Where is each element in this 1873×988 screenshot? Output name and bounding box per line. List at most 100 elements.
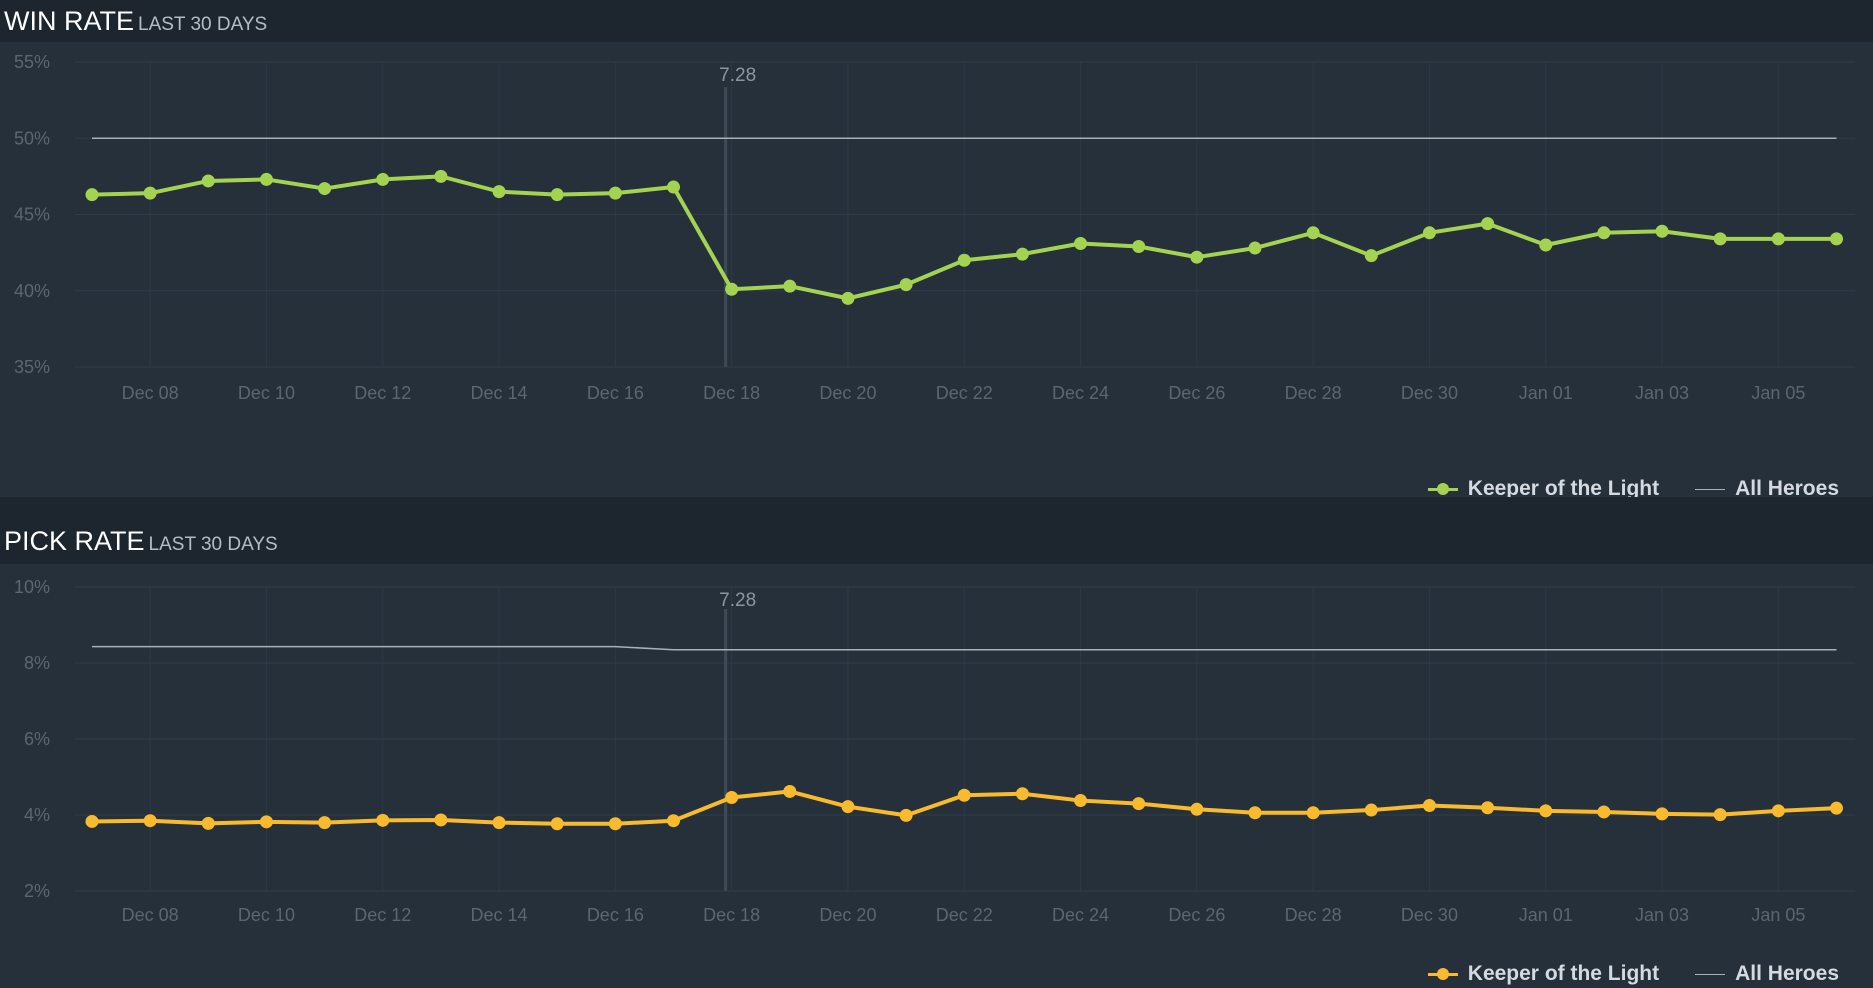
series-keeper-point <box>1074 236 1088 250</box>
series-keeper-point <box>1015 787 1029 801</box>
series-keeper-point <box>259 815 273 829</box>
x-tick-label: Jan 05 <box>1751 905 1805 925</box>
win-rate-chart-panel: 35% 40% 45% 50% 55% Dec 08 Dec 10 Dec 12 Dec 14 D… <box>0 42 1873 500</box>
patch-marker-label: 7.28 <box>719 65 756 86</box>
series-keeper-point <box>1481 801 1495 815</box>
win-rate-title: WIN RATE LAST 30 DAYS <box>4 6 267 37</box>
legend-label-all-heroes: All Heroes <box>1735 962 1839 985</box>
series-keeper-point <box>667 180 680 194</box>
series-keeper-point <box>1132 240 1146 254</box>
y-tick-label: 35% <box>14 357 50 377</box>
x-tick-label: Dec 24 <box>1052 905 1109 925</box>
series-keeper-point <box>376 172 390 186</box>
series-keeper-point <box>434 169 448 183</box>
series-keeper-point <box>899 278 913 292</box>
legend-item-all-heroes[interactable]: All Heroes <box>1695 477 1839 501</box>
legend-item-keeper[interactable]: Keeper of the Light <box>1427 477 1660 501</box>
x-tick-label: Dec 30 <box>1401 905 1458 925</box>
x-tick-label: Dec 12 <box>354 383 411 403</box>
x-tick-label: Dec 16 <box>587 383 644 403</box>
legend-label-keeper: Keeper of the Light <box>1467 962 1660 985</box>
y-tick-label: 6% <box>24 729 50 749</box>
x-tick-label: Jan 03 <box>1635 905 1689 925</box>
series-keeper-point <box>1190 250 1204 264</box>
series-keeper-point <box>608 817 622 831</box>
series-keeper-point <box>1539 238 1553 252</box>
series-keeper-point <box>1771 232 1785 246</box>
pick-rate-chart-panel: 2% 4% 6% 8% 10% Dec 08 Dec 10 Dec 12 Dec 14 Dec 1… <box>0 564 1873 988</box>
series-keeper-point <box>1830 801 1843 815</box>
legend-marker-all-heroes <box>1695 479 1726 499</box>
x-tick-label: Dec 08 <box>122 383 179 403</box>
series-keeper-point <box>1015 247 1029 261</box>
win-rate-header: WIN RATE LAST 30 DAYS <box>0 0 1873 43</box>
y-tick-label: 8% <box>24 653 50 673</box>
series-keeper-point <box>201 816 215 830</box>
series-keeper-point <box>1190 802 1204 816</box>
x-tick-label: Dec 26 <box>1168 383 1225 403</box>
pick-rate-header: PICK RATE LAST 30 DAYS <box>0 497 1873 565</box>
legend-item-keeper[interactable]: Keeper of the Light <box>1427 962 1660 986</box>
x-tick-label: Jan 03 <box>1635 383 1689 403</box>
series-keeper-point <box>550 188 564 202</box>
series-keeper-point <box>492 816 506 830</box>
series-keeper-point <box>957 788 971 802</box>
series-keeper-point <box>1132 797 1146 811</box>
series-keeper-point <box>318 816 332 830</box>
series-keeper-point <box>201 174 215 188</box>
legend-item-all-heroes[interactable]: All Heroes <box>1695 962 1839 986</box>
win-rate-legend: Keeper of the Light All Heroes <box>1427 477 1839 501</box>
win-rate-title-text: WIN RATE <box>4 6 134 36</box>
y-tick-label: 4% <box>24 805 50 825</box>
series-keeper-point <box>318 182 332 196</box>
x-tick-label: Dec 08 <box>122 905 179 925</box>
patch-marker-label: 7.28 <box>719 590 756 611</box>
legend-label-keeper: Keeper of the Light <box>1467 477 1660 500</box>
series-keeper-point <box>1364 803 1378 817</box>
series-keeper-point <box>1539 804 1553 818</box>
series-keeper-point <box>1248 806 1262 820</box>
x-tick-label: Dec 26 <box>1168 905 1225 925</box>
series-keeper-point <box>1655 224 1669 238</box>
series-keeper-point <box>1597 805 1611 819</box>
series-keeper-point <box>143 814 157 828</box>
x-tick-label: Dec 16 <box>587 905 644 925</box>
legend-marker-keeper <box>1427 479 1458 499</box>
y-tick-label: 10% <box>14 577 50 597</box>
x-tick-label: Dec 24 <box>1052 383 1109 403</box>
series-keeper-point <box>550 817 564 831</box>
series-keeper-point <box>1248 241 1262 255</box>
x-tick-label: Dec 14 <box>471 383 528 403</box>
series-keeper-point <box>492 185 506 199</box>
series-all-heroes-line <box>92 645 1837 651</box>
x-tick-label: Dec 12 <box>354 905 411 925</box>
series-keeper-point <box>899 808 913 822</box>
series-keeper-point <box>1771 804 1785 818</box>
series-keeper-point <box>1422 799 1436 812</box>
y-tick-label: 50% <box>14 128 50 148</box>
series-keeper-point <box>1713 808 1727 822</box>
series-keeper-point <box>1830 232 1843 246</box>
x-tick-label: Dec 10 <box>238 905 295 925</box>
series-keeper-point <box>1597 226 1611 240</box>
y-tick-label: 40% <box>14 281 50 301</box>
series-keeper-point <box>957 253 971 267</box>
series-keeper-point <box>841 291 855 305</box>
x-tick-label: Dec 20 <box>819 383 876 403</box>
x-tick-label: Dec 28 <box>1285 905 1342 925</box>
pick-rate-subtitle: LAST 30 DAYS <box>148 534 278 555</box>
series-keeper-point <box>725 791 739 805</box>
x-tick-label: Dec 28 <box>1285 383 1342 403</box>
series-keeper-point <box>1306 226 1320 240</box>
series-keeper-point <box>783 784 797 798</box>
series-keeper-point <box>667 814 680 828</box>
pick-rate-title-text: PICK RATE <box>4 526 145 556</box>
pick-rate-chart: 2% 4% 6% 8% 10% Dec 08 Dec 10 Dec 12 Dec 14 Dec 1… <box>14 577 1855 925</box>
win-rate-chart: 35% 40% 45% 50% 55% Dec 08 Dec 10 Dec 12 Dec 14 D… <box>14 52 1855 403</box>
series-keeper-point <box>1306 806 1320 820</box>
pick-rate-legend: Keeper of the Light All Heroes <box>1427 962 1839 986</box>
series-keeper-point <box>783 279 797 293</box>
x-tick-label: Jan 01 <box>1519 905 1573 925</box>
series-keeper-point <box>608 186 622 200</box>
legend-marker-keeper <box>1427 964 1458 984</box>
